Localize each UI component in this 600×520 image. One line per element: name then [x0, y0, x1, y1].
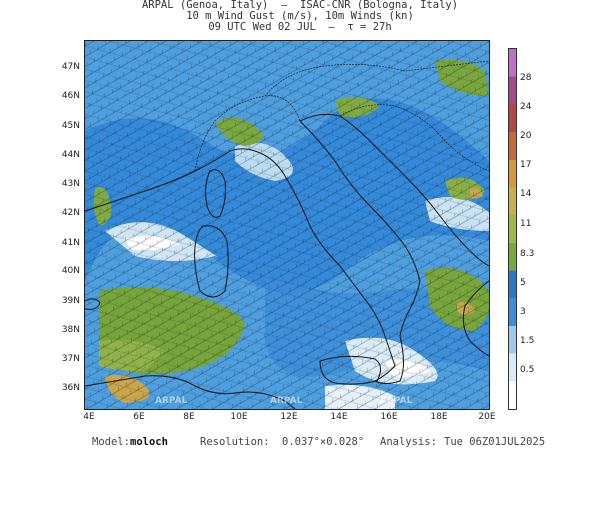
lon-label: 6E — [133, 412, 145, 422]
lat-label: 38N — [61, 325, 80, 335]
title-line-variable: 10 m Wind Gust (m/s), 10m Winds (kn) — [186, 10, 414, 22]
colorbar-tick-label: 14 — [520, 189, 532, 199]
lat-label: 36N — [61, 383, 80, 393]
colorbar-tick-label: 3 — [520, 307, 526, 317]
model-info-footer: Model: moloch Resolution: 0.037°×0.028° … — [0, 436, 600, 520]
colorbar-tick-label: 20 — [520, 131, 532, 141]
coast-italy-east — [299, 120, 421, 337]
lat-label: 42N — [61, 208, 80, 218]
lon-label: 10E — [230, 412, 248, 422]
colorbar-tick-label: 0.5 — [520, 365, 535, 375]
coast-calabria — [373, 335, 404, 384]
gust-colorbar — [508, 48, 517, 410]
coast-greece — [462, 280, 489, 357]
coast-italy-west — [259, 152, 396, 367]
lon-label: 4E — [83, 412, 95, 422]
lat-label: 47N — [61, 62, 80, 72]
colorbar-tick-label: 1.5 — [520, 336, 535, 346]
colorbar-tick-label: 8.3 — [520, 249, 535, 259]
lon-label: 12E — [280, 412, 298, 422]
resolution-label: Resolution: — [200, 436, 270, 448]
model-label: Model: — [92, 436, 130, 448]
analysis-label: Analysis: — [380, 436, 437, 448]
watermark-center: ARPAL — [270, 396, 303, 406]
lon-label: 20E — [478, 412, 496, 422]
lon-label: 8E — [183, 412, 195, 422]
lat-label: 46N — [61, 91, 80, 101]
lat-label: 39N — [61, 296, 80, 306]
coast-sardinia — [194, 225, 229, 298]
colorbar-tick-label: 11 — [520, 219, 532, 229]
lat-label: 43N — [61, 179, 80, 189]
colorbar-tick-label: 28 — [520, 73, 532, 83]
coast-north-africa — [85, 375, 296, 409]
colorbar-tick-label: 17 — [520, 160, 532, 170]
watermark-right: ARPAL — [380, 396, 413, 406]
wind-gust-map: ARPAL ARPAL ARPAL — [84, 40, 490, 410]
analysis-value: Tue 06Z01JUL2025 — [444, 436, 546, 448]
colorbar-tick-label: 5 — [520, 278, 526, 288]
border-balkans — [339, 104, 489, 172]
model-value: moloch — [130, 436, 168, 448]
watermark-left: ARPAL — [155, 396, 188, 406]
coast-corsica — [205, 169, 226, 218]
border-central-europe — [264, 60, 489, 97]
title-line-institutions: ARPAL (Genoa, Italy) – ISAC-CNR (Bologna… — [141, 0, 459, 11]
map-canvas: ARPAL ARPAL ARPAL — [85, 41, 489, 409]
lon-label: 16E — [380, 412, 398, 422]
lat-label: 45N — [61, 121, 80, 131]
lat-label: 37N — [61, 354, 80, 364]
coast-sicily — [319, 355, 381, 385]
lat-label: 44N — [61, 150, 80, 160]
coast-balearics — [85, 298, 101, 310]
national-borders — [194, 60, 489, 172]
lat-label: 41N — [61, 238, 80, 248]
lon-label: 14E — [330, 412, 348, 422]
title-line-valid-time: 09 UTC Wed 02 JUL – τ = 27h — [208, 21, 392, 33]
border-alps — [194, 95, 301, 172]
colorbar-tick-label: 24 — [520, 102, 532, 112]
lat-label: 40N — [61, 266, 80, 276]
resolution-value: 0.037°×0.028° — [282, 436, 365, 448]
wind-barbs-layer-secondary — [85, 41, 489, 409]
lon-label: 18E — [430, 412, 448, 422]
map-title: ARPAL (Genoa, Italy) – ISAC-CNR (Bologna… — [0, 0, 600, 33]
